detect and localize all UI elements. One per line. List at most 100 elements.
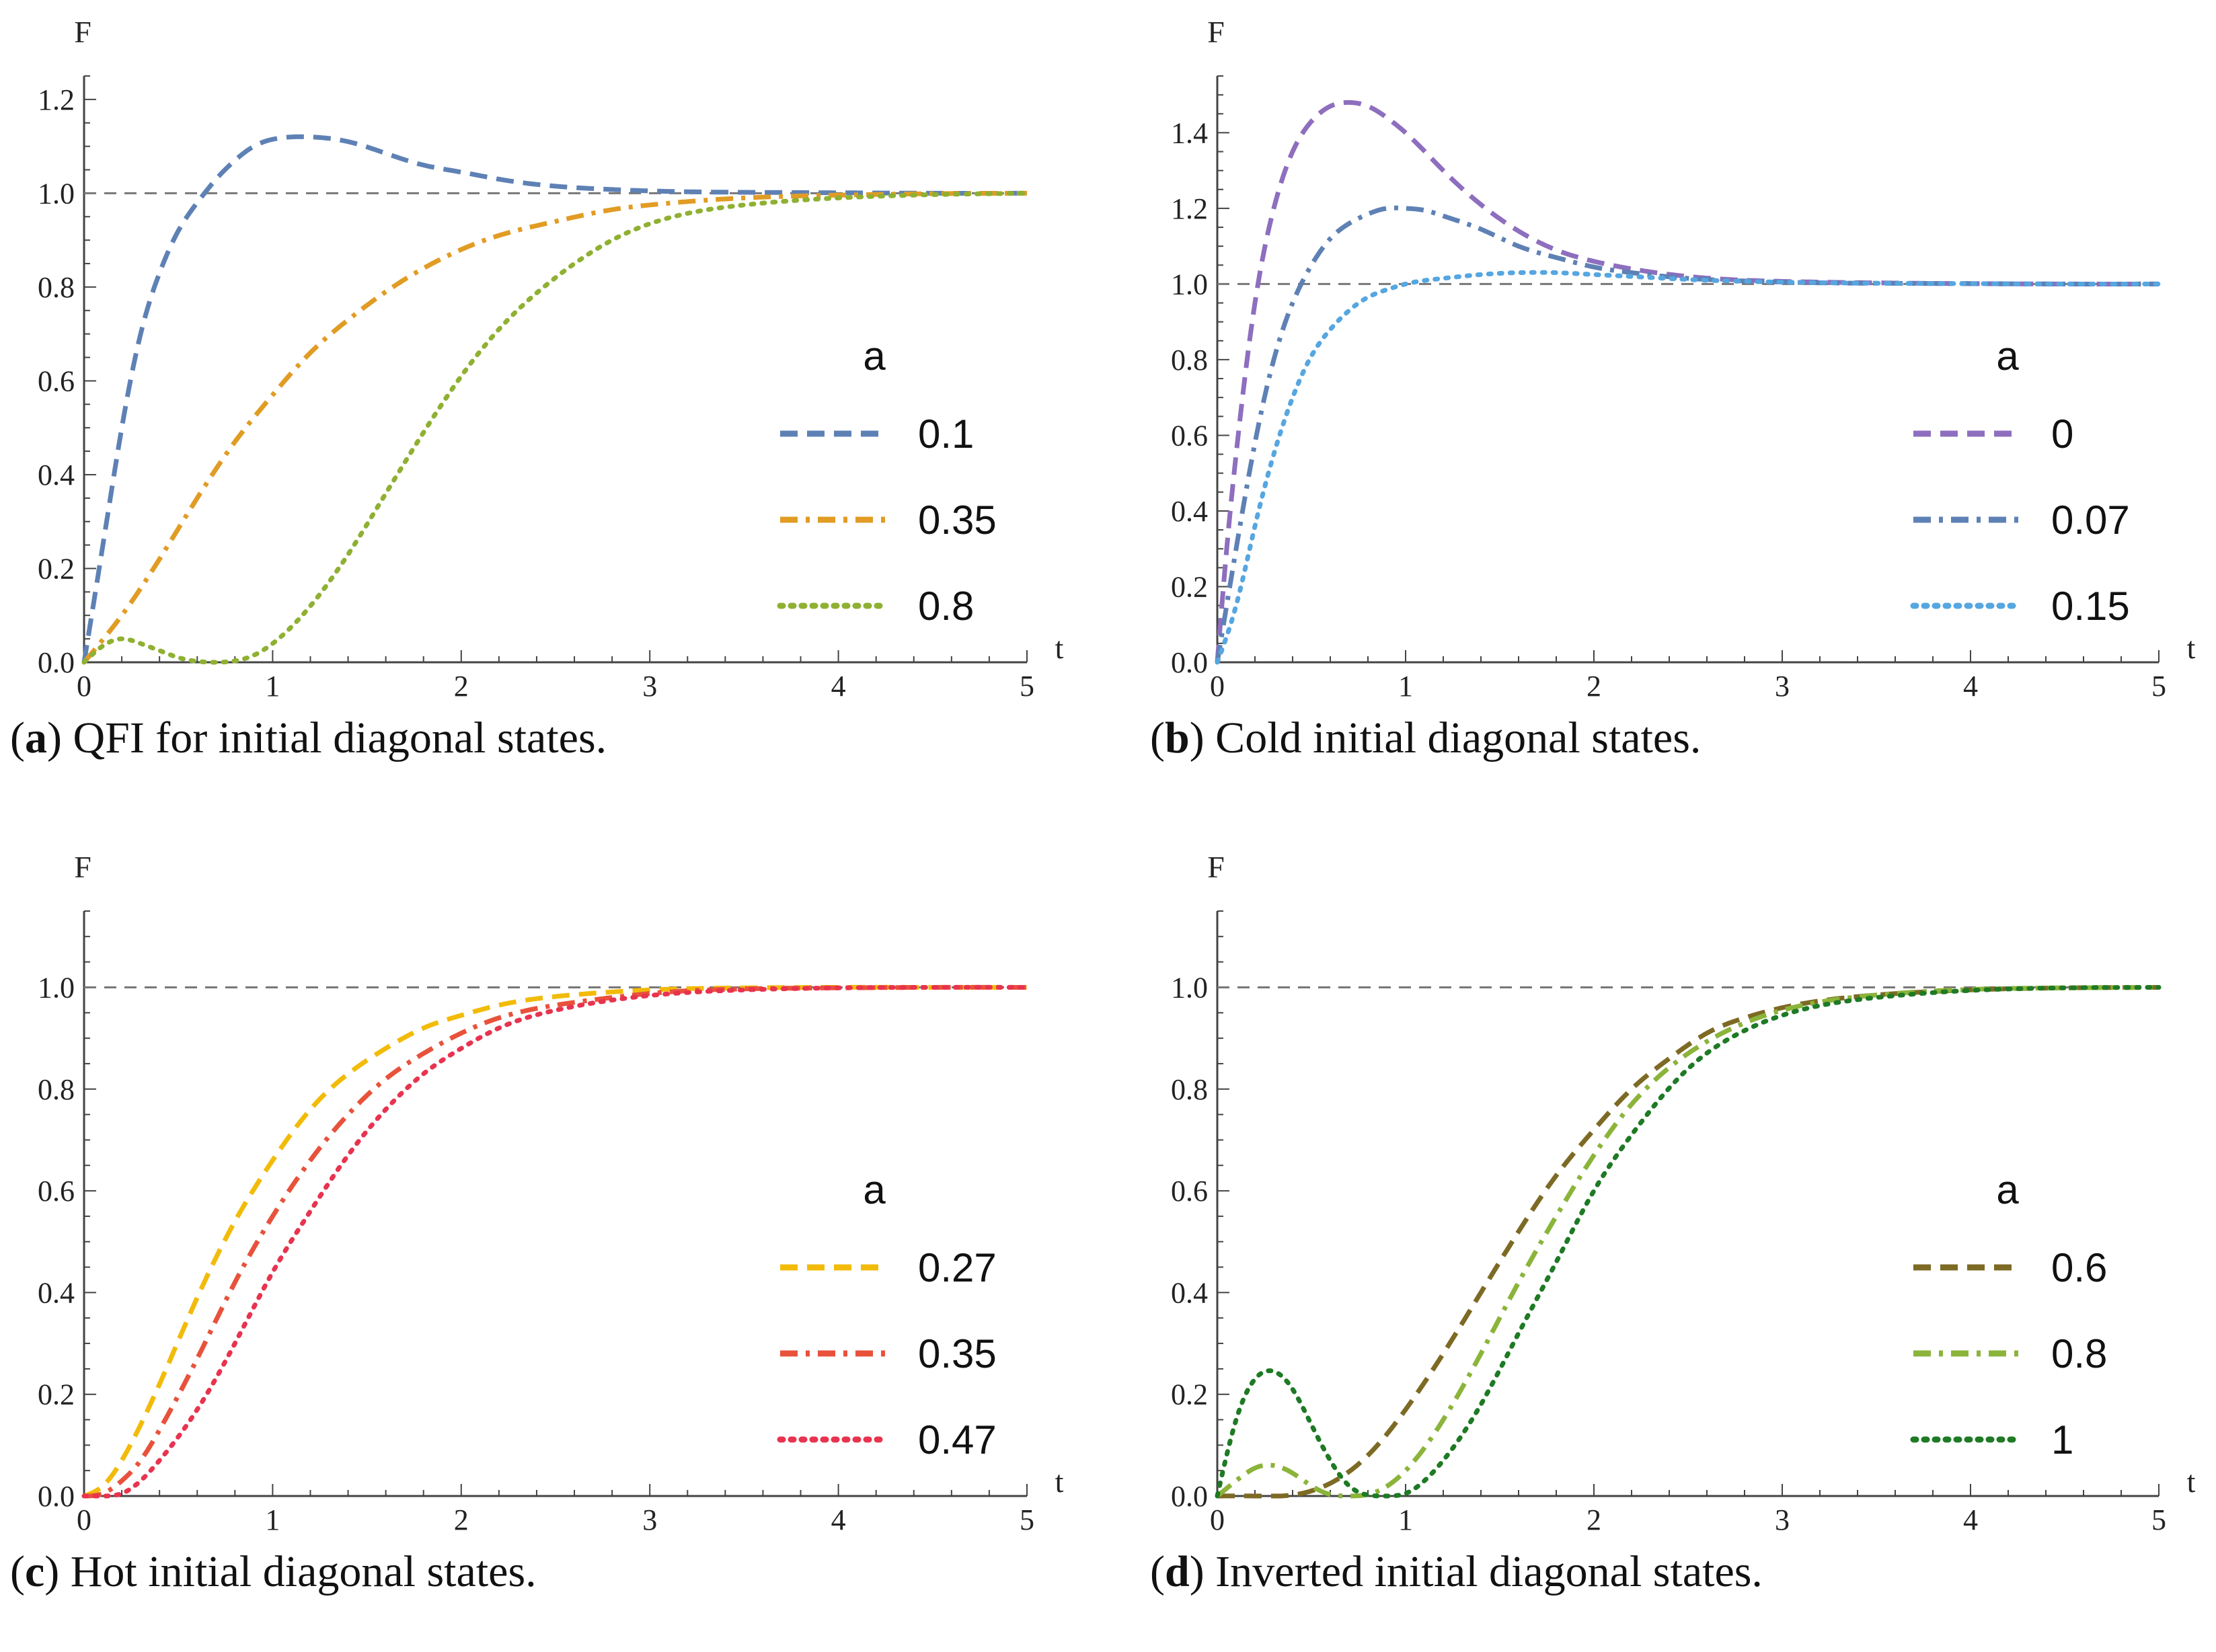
legend-label: 0.6 (2051, 1245, 2107, 1290)
x-tick-label: 3 (642, 1503, 657, 1536)
panel-caption-c: (c) Hot initial diagonal states. (10, 1547, 537, 1596)
series-line-0.8 (1215, 985, 2159, 1499)
x-tick-label: 3 (1775, 670, 1790, 703)
legend-label: 0.15 (2051, 584, 2130, 629)
y-tick-label: 0.4 (1171, 495, 1208, 528)
x-axis-title: t (2187, 631, 2196, 665)
series-line-0.27 (83, 984, 1027, 1499)
x-tick-label: 0 (1210, 670, 1225, 703)
panel-letter: b (1164, 713, 1190, 762)
legend-label: 0.07 (2051, 498, 2130, 543)
x-tick-label: 2 (454, 670, 469, 703)
y-tick-label: 1.4 (1171, 116, 1208, 149)
series-line-0.8 (81, 190, 1030, 665)
y-tick-label: 0.8 (1171, 344, 1208, 377)
x-tick-label: 2 (454, 1503, 469, 1536)
x-tick-label: 4 (1963, 1503, 1978, 1536)
series-line-1 (1215, 985, 2162, 1499)
y-axis-title: F (74, 15, 91, 49)
y-tick-label: 0.6 (1171, 419, 1208, 452)
y-tick-label: 0.6 (38, 364, 75, 397)
y-tick-label: 0.2 (38, 552, 75, 585)
legend-label: 0.47 (918, 1417, 997, 1462)
series-line-0.47 (81, 984, 1030, 1499)
y-tick-label: 0.0 (38, 646, 75, 679)
panel-letter: c (24, 1547, 45, 1596)
y-axis-title: F (1207, 15, 1225, 49)
x-tick-label: 3 (1775, 1503, 1790, 1536)
y-tick-label: 0.4 (1171, 1276, 1208, 1309)
x-tick-label: 0 (77, 670, 91, 703)
x-tick-label: 2 (1587, 1503, 1601, 1536)
legend-label: 0 (2051, 411, 2073, 457)
x-tick-label: 5 (2151, 670, 2166, 703)
panel-letter: a (24, 713, 47, 762)
x-tick-label: 0 (1210, 1503, 1225, 1536)
x-tick-label: 1 (265, 1503, 280, 1536)
legend-label: 0.35 (918, 498, 997, 543)
x-axis-title: t (1055, 1464, 1064, 1499)
panel-caption-d: (d) Inverted initial diagonal states. (1150, 1547, 1763, 1596)
y-tick-label: 0.8 (38, 1073, 75, 1106)
panel-caption-b: (b) Cold initial diagonal states. (1150, 713, 1702, 762)
y-tick-label: 1.2 (1171, 192, 1208, 225)
chart-panel-c: 0 1 2 3 4 5 0.0 0.2 0.4 0.6 0.8 1.0 t Fa 0.27 0.35 0.47 (38, 850, 1064, 1536)
legend-title: a (1996, 333, 2019, 379)
series-line-0 (1215, 100, 2159, 663)
panel-caption-text: ) Hot initial diagonal states. (44, 1547, 537, 1596)
x-tick-label: 2 (1587, 670, 1601, 703)
x-axis-title: t (2187, 1464, 2196, 1499)
y-axis-title: F (74, 850, 91, 884)
y-tick-label: 0.4 (38, 459, 75, 491)
y-tick-label: 1.2 (38, 83, 75, 116)
chart-panel-a: 0 1 2 3 4 5 0.0 0.2 0.4 0.6 0.8 1.0 1.2 t Fa 0.1 0.35 0.8 (38, 15, 1064, 703)
series-line-0.15 (1215, 270, 2162, 665)
x-tick-label: 5 (1020, 670, 1034, 703)
x-axis-title: t (1055, 631, 1064, 665)
y-axis-title: F (1207, 850, 1225, 884)
x-tick-label: 4 (1963, 670, 1978, 703)
y-tick-label: 0.0 (1171, 1480, 1208, 1513)
y-tick-label: 1.0 (38, 177, 75, 210)
x-tick-label: 0 (77, 1503, 91, 1536)
y-tick-label: 0.2 (38, 1378, 75, 1411)
y-tick-label: 0.0 (1171, 646, 1208, 679)
legend-label: 0.35 (918, 1331, 997, 1376)
panel-letter: d (1164, 1547, 1190, 1596)
y-tick-label: 0.8 (38, 271, 75, 304)
legend-title: a (863, 333, 886, 379)
chart-panel-d: 0 1 2 3 4 5 0.0 0.2 0.4 0.6 0.8 1.0 t Fa 0.6 0.8 1 (1171, 850, 2196, 1536)
y-tick-label: 0.2 (1171, 570, 1208, 603)
legend-title: a (863, 1167, 886, 1212)
series-line-0.35 (84, 984, 1027, 1499)
x-tick-label: 1 (1398, 670, 1413, 703)
y-tick-label: 0.4 (38, 1276, 75, 1309)
y-tick-label: 1.0 (1171, 268, 1208, 301)
panel-caption-a: (a) QFI for initial diagonal states. (10, 713, 607, 762)
series-line-0.07 (1215, 205, 2159, 663)
chart-panel-b: 0 1 2 3 4 50.00.20.40.60.81.01.21.4tFa00.070.… (1171, 15, 2196, 703)
legend-title: a (1996, 1167, 2019, 1212)
panel-caption-text: ) Cold initial diagonal states. (1189, 713, 1702, 762)
legend-label: 0.8 (2051, 1331, 2107, 1376)
legend-label: 0.27 (918, 1245, 997, 1290)
x-tick-label: 4 (831, 670, 846, 703)
series-line-0.35 (82, 190, 1027, 664)
series-line-0.1 (81, 134, 1027, 663)
x-tick-label: 4 (831, 1503, 846, 1536)
y-tick-label: 1.0 (38, 971, 75, 1004)
y-tick-label: 0.0 (38, 1480, 75, 1513)
x-tick-label: 3 (642, 670, 657, 703)
series-line-0.6 (1217, 985, 2159, 1499)
y-tick-label: 0.6 (1171, 1175, 1208, 1208)
x-tick-label: 5 (2151, 1503, 2166, 1536)
legend-label: 1 (2051, 1417, 2073, 1462)
legend-label: 0.1 (918, 411, 974, 457)
y-tick-label: 0.2 (1171, 1378, 1208, 1411)
legend-label: 0.8 (918, 584, 974, 629)
x-tick-label: 1 (1398, 1503, 1413, 1536)
y-tick-label: 0.8 (1171, 1073, 1208, 1106)
y-tick-label: 0.6 (38, 1175, 75, 1208)
x-tick-label: 1 (265, 670, 280, 703)
